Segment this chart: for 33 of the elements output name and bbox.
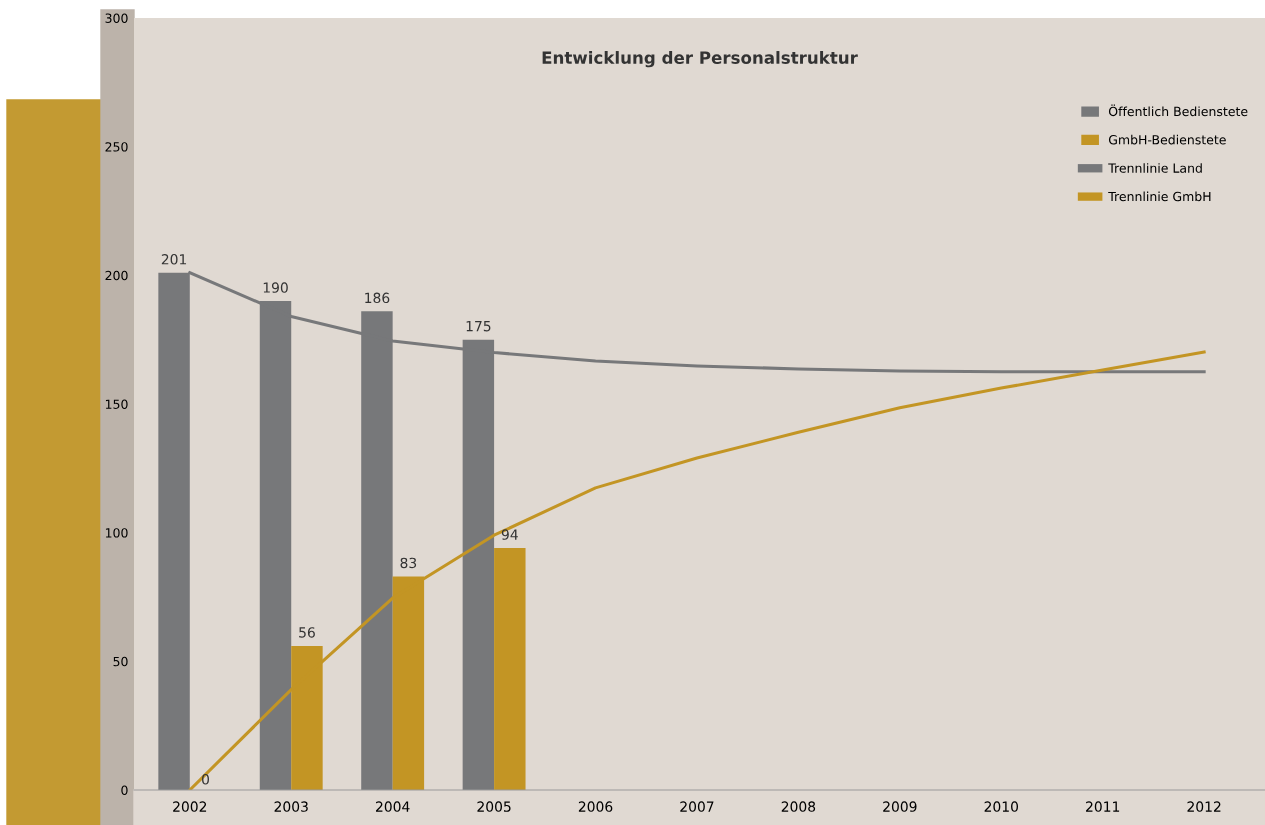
y-tick-label: 200 xyxy=(105,270,128,281)
legend-label: Trennlinie GmbH xyxy=(1108,191,1211,202)
y-tick-label: 300 xyxy=(105,13,128,23)
legend-label: Öffentlich Bedienstete xyxy=(1108,104,1248,117)
text: Entwicklung der Personalstruktur xyxy=(542,51,858,68)
x-tick-label: 2007 xyxy=(680,801,714,812)
y-tick-label: 250 xyxy=(105,142,128,152)
annotation: 0 xyxy=(202,774,210,785)
x-tick-label: 2003 xyxy=(274,801,308,812)
y-tick-label: 150 xyxy=(105,399,128,409)
x-tick-label: 2008 xyxy=(781,801,816,812)
data-label: 175 xyxy=(466,321,491,332)
x-tick-label: 2010 xyxy=(984,801,1019,812)
x-tick-label: 2011 xyxy=(1086,801,1120,812)
legend-label: Trennlinie Land xyxy=(1108,163,1202,173)
y-tick-label: 100 xyxy=(105,528,128,538)
x-tick-label: 2012 xyxy=(1187,801,1221,812)
legend-label: GmbH-Bedienstete xyxy=(1108,134,1226,145)
x-tick-label: 2009 xyxy=(883,801,917,812)
x-tick-label: 2005 xyxy=(477,801,511,812)
bar xyxy=(494,548,526,790)
data-label: 83 xyxy=(400,557,417,569)
y-tick-label: 0 xyxy=(121,785,128,795)
data-label: 56 xyxy=(299,627,315,638)
x-tick-label: 2006 xyxy=(578,801,613,812)
data-label: 201 xyxy=(161,254,187,265)
x-tick-label: 2002 xyxy=(173,801,207,812)
data-label: 190 xyxy=(263,282,288,293)
y-tick-label: 50 xyxy=(113,656,128,667)
data-label: 186 xyxy=(365,292,390,304)
line-series xyxy=(188,350,1206,790)
x-tick-label: 2004 xyxy=(376,801,410,812)
data-label: 94 xyxy=(501,529,518,540)
